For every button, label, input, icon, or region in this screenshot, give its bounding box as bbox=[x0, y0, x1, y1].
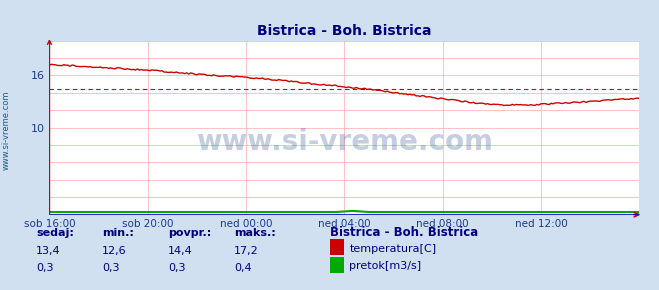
Text: www.si-vreme.com: www.si-vreme.com bbox=[196, 128, 493, 155]
Text: 0,3: 0,3 bbox=[102, 263, 120, 273]
Text: 0,4: 0,4 bbox=[234, 263, 252, 273]
Text: povpr.:: povpr.: bbox=[168, 228, 212, 238]
Text: pretok[m3/s]: pretok[m3/s] bbox=[349, 261, 421, 271]
Title: Bistrica - Boh. Bistrica: Bistrica - Boh. Bistrica bbox=[257, 24, 432, 38]
Text: 0,3: 0,3 bbox=[36, 263, 54, 273]
Text: maks.:: maks.: bbox=[234, 228, 275, 238]
Text: 14,4: 14,4 bbox=[168, 246, 193, 256]
Text: 17,2: 17,2 bbox=[234, 246, 259, 256]
Text: 12,6: 12,6 bbox=[102, 246, 127, 256]
Text: temperatura[C]: temperatura[C] bbox=[349, 244, 436, 253]
Text: Bistrica - Boh. Bistrica: Bistrica - Boh. Bistrica bbox=[330, 226, 478, 239]
Text: sedaj:: sedaj: bbox=[36, 228, 74, 238]
Text: 13,4: 13,4 bbox=[36, 246, 61, 256]
Text: www.si-vreme.com: www.si-vreme.com bbox=[2, 91, 11, 170]
Text: 0,3: 0,3 bbox=[168, 263, 186, 273]
Text: min.:: min.: bbox=[102, 228, 134, 238]
